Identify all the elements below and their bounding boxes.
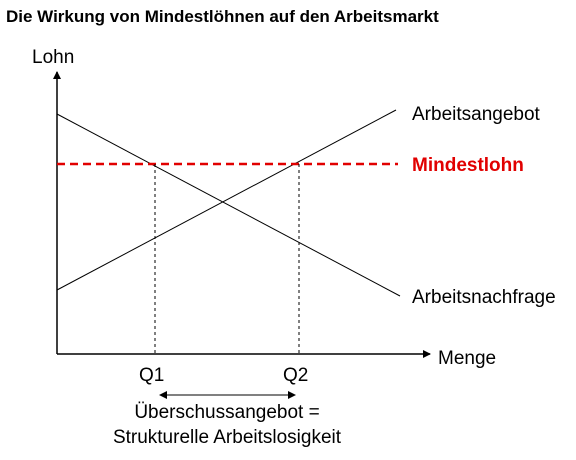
demand-curve [56,113,401,297]
gap-caption-line-2: Strukturelle Arbeitslosigkeit [113,427,342,448]
supply-curve [56,109,397,291]
q2-label: Q2 [283,365,308,386]
q1-label: Q1 [139,365,164,386]
y-axis-label: Lohn [32,47,74,68]
x-axis-label: Menge [438,348,496,369]
diagram-title: Die Wirkung von Mindestlöhnen auf den Ar… [6,7,439,26]
demand-label: Arbeitsnachfrage [412,287,556,308]
min-wage-label: Mindestlohn [412,155,524,176]
gap-caption-line-1: Überschussangebot = [134,402,319,423]
supply-label: Arbeitsangebot [412,104,541,125]
